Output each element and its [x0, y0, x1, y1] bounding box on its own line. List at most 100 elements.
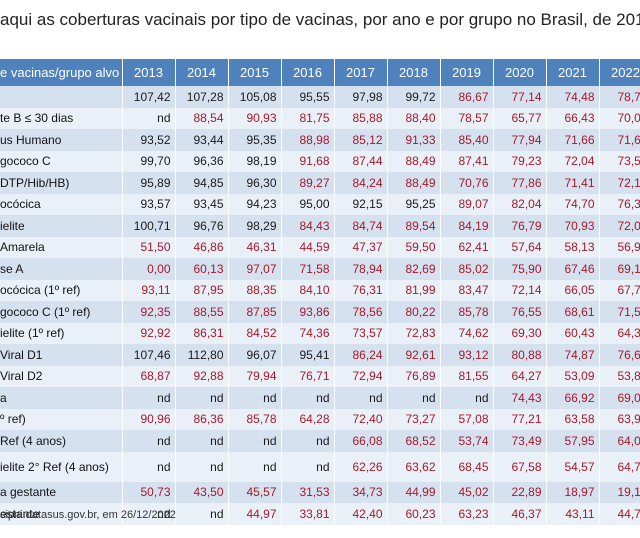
table-cell: 71,63 — [599, 129, 640, 151]
table-cell: 74,62 — [440, 322, 494, 344]
table-cell: 84,52 — [228, 322, 282, 344]
table-cell: 84,74 — [334, 215, 388, 237]
table-cell: 60,43 — [546, 322, 600, 344]
table-cell: 57,95 — [546, 430, 600, 452]
table-cell: 94,85 — [175, 172, 229, 194]
table-cell: 86,36 — [175, 408, 229, 430]
table-cell: 81,55 — [440, 365, 494, 387]
column-header-year: 2015 — [228, 59, 282, 86]
table-cell: 79,94 — [228, 365, 282, 387]
table-cell: 72,94 — [334, 365, 388, 387]
table-cell: 47,37 — [334, 236, 388, 258]
row-label: º ref) — [0, 408, 123, 430]
table-cell: 53,09 — [546, 365, 600, 387]
table-cell: 107,46 — [122, 344, 176, 366]
table-cell: 77,94 — [493, 129, 547, 151]
row-label: Amarela — [0, 236, 123, 258]
table-cell: 74,36 — [281, 322, 335, 344]
table-cell: 95,00 — [281, 193, 335, 215]
table-cell: nd — [281, 451, 335, 482]
table-cell: nd — [122, 430, 176, 452]
table-cell: 82,04 — [493, 193, 547, 215]
row-label: te B ≤ 30 dias — [0, 107, 123, 129]
table-cell: 87,95 — [175, 279, 229, 301]
table-cell: 84,43 — [281, 215, 335, 237]
row-label: estante — [0, 503, 123, 525]
table-cell: 80,88 — [493, 344, 547, 366]
table-cell: 85,78 — [440, 301, 494, 323]
row-label: gococo C — [0, 150, 123, 172]
table-cell: 93,11 — [122, 279, 176, 301]
table-row: gococo C 99,70 96,36 98,19 91,68 87,44 88,49 87… — [0, 150, 640, 172]
table-cell: nd — [122, 503, 176, 525]
table-cell: 73,57 — [334, 322, 388, 344]
table-cell: 68,45 — [440, 451, 494, 482]
table-cell: 43,11 — [546, 503, 600, 525]
table-cell: 76,31 — [334, 279, 388, 301]
table-cell: 66,08 — [334, 430, 388, 452]
table-cell: 19,12 — [599, 481, 640, 503]
table-cell: 64,28 — [281, 408, 335, 430]
table-cell: 71,56 — [599, 301, 640, 323]
table-cell: 97,07 — [228, 258, 282, 280]
table-cell: 88,49 — [387, 150, 441, 172]
table-cell: 67,58 — [493, 451, 547, 482]
table-cell: 60,23 — [387, 503, 441, 525]
table-cell: 92,35 — [122, 301, 176, 323]
table-cell: 93,44 — [175, 129, 229, 151]
table-cell: 77,14 — [493, 86, 547, 108]
table-cell: 57,08 — [440, 408, 494, 430]
table-cell: 57,64 — [493, 236, 547, 258]
table-cell: 66,92 — [546, 387, 600, 409]
table-cell: 56,97 — [599, 236, 640, 258]
table-cell: 81,99 — [387, 279, 441, 301]
table-cell: 66,05 — [546, 279, 600, 301]
row-label: DTP/Hib/HB) — [0, 172, 123, 194]
table-cell: 59,50 — [387, 236, 441, 258]
table-cell: 99,70 — [122, 150, 176, 172]
table-cell: 31,53 — [281, 481, 335, 503]
table-cell: 112,80 — [175, 344, 229, 366]
table-body: 107,42 107,28 105,08 95,55 97,98 99,72 86,67 77… — [0, 86, 640, 525]
table-cell: 63,23 — [440, 503, 494, 525]
table-cell: 74,43 — [493, 387, 547, 409]
row-label: Viral D2 — [0, 365, 123, 387]
table-cell: 84,19 — [440, 215, 494, 237]
table-cell: 93,45 — [175, 193, 229, 215]
table-row: Viral D1 107,46 112,80 96,07 95,41 86,24 92,61… — [0, 344, 640, 366]
table-cell: 86,67 — [440, 86, 494, 108]
table-cell: 87,44 — [334, 150, 388, 172]
row-label: Viral D1 — [0, 344, 123, 366]
table-cell: 77,21 — [493, 408, 547, 430]
table-cell: nd — [175, 451, 229, 482]
table-cell: 69,19 — [599, 258, 640, 280]
table-cell: 76,71 — [281, 365, 335, 387]
table-cell: 64,71 — [599, 451, 640, 482]
table-row: ocócica 93,57 93,45 94,23 95,00 92,15 95,25 89,… — [0, 193, 640, 215]
column-header-year: 2016 — [281, 59, 335, 86]
column-header-year: 2021 — [546, 59, 600, 86]
table-cell: 107,42 — [122, 86, 176, 108]
table-cell: 87,85 — [228, 301, 282, 323]
table-cell: 72,04 — [546, 150, 600, 172]
table-cell: 80,22 — [387, 301, 441, 323]
table-cell: 70,93 — [546, 215, 600, 237]
table-cell: 43,50 — [175, 481, 229, 503]
table-cell: 67,46 — [546, 258, 600, 280]
table-cell: 82,69 — [387, 258, 441, 280]
table-cell: 62,26 — [334, 451, 388, 482]
table-cell: nd — [122, 387, 176, 409]
table-cell: 96,76 — [175, 215, 229, 237]
table-cell: 44,77 — [599, 503, 640, 525]
table-cell: 88,98 — [281, 129, 335, 151]
table-cell: 67,72 — [599, 279, 640, 301]
table-cell: 78,56 — [334, 301, 388, 323]
table-row: Ref (4 anos) nd nd nd nd 66,08 68,52 53,74 73,49… — [0, 430, 640, 452]
table-cell: 58,13 — [546, 236, 600, 258]
table-cell: 107,28 — [175, 86, 229, 108]
table-cell: 98,29 — [228, 215, 282, 237]
table-cell: 88,35 — [228, 279, 282, 301]
table-cell: 69,08 — [599, 387, 640, 409]
table-cell: nd — [228, 387, 282, 409]
table-row: us Humano 93,52 93,44 95,35 88,98 85,12 91,33 8… — [0, 129, 640, 151]
